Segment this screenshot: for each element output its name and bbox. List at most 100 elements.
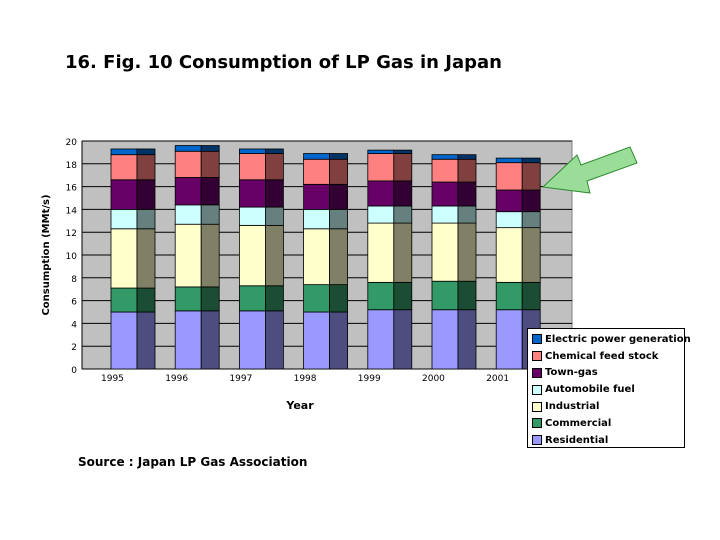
legend-item: Automobile fuel [532, 381, 684, 398]
bar-segment-residential-2000 [431, 309, 459, 370]
bar-side-2001 [521, 157, 541, 164]
x-tick-label: 1997 [229, 374, 252, 384]
legend-swatch [532, 418, 542, 429]
legend-swatch [532, 401, 542, 412]
bar-segment-electric-power-generation-1997 [238, 148, 266, 154]
legend-item: Industrial [532, 398, 684, 415]
bar-side-1995 [136, 154, 156, 181]
bar-segment-industrial-1996 [174, 223, 202, 288]
bar-side-1995 [136, 148, 156, 156]
bar-side-1999 [393, 149, 413, 154]
bar-side-1996 [200, 223, 220, 288]
bar-side-2000 [457, 205, 477, 224]
bar-segment-chemical-feed-stock-2000 [431, 158, 459, 183]
bar-segment-commercial-1995 [110, 287, 138, 313]
x-axis-label: Year [285, 399, 314, 412]
bar-side-1999 [393, 205, 413, 224]
bar-segment-automobile-fuel-1995 [110, 208, 138, 230]
bar-segment-town-gas-2000 [431, 181, 459, 207]
bar-segment-automobile-fuel-1998 [303, 208, 331, 230]
bar-side-1998 [329, 284, 349, 313]
bar-segment-commercial-1998 [303, 284, 331, 313]
bar-segment-automobile-fuel-2000 [431, 205, 459, 224]
bar-segment-town-gas-1995 [110, 179, 138, 210]
chart-legend: Electric power generation Chemical feed s… [527, 328, 691, 449]
legend-label: Industrial [545, 401, 600, 413]
bar-side-1997 [264, 179, 284, 208]
legend-label: Chemical feed stock [545, 350, 659, 362]
y-tick-label: 14 [66, 206, 78, 216]
bar-segment-automobile-fuel-1997 [238, 206, 266, 226]
bar-side-1995 [136, 287, 156, 313]
y-tick-label: 8 [71, 275, 77, 285]
source-note: Source : Japan LP Gas Association [78, 455, 308, 469]
bar-side-1996 [200, 145, 220, 152]
legend-swatch [532, 334, 542, 345]
bar-segment-automobile-fuel-1996 [174, 204, 202, 225]
bar-side-2001 [521, 189, 541, 213]
bar-segment-residential-1998 [303, 311, 331, 370]
bar-segment-commercial-1999 [367, 281, 395, 311]
bar-segment-commercial-2000 [431, 280, 459, 311]
bar-segment-town-gas-1996 [174, 177, 202, 206]
bar-side-1996 [200, 286, 220, 312]
bar-segment-chemical-feed-stock-1996 [174, 150, 202, 178]
bar-side-2000 [457, 154, 477, 160]
bar-side-1997 [264, 148, 284, 154]
bar-segment-industrial-2000 [431, 222, 459, 282]
bar-side-1998 [329, 311, 349, 370]
bar-segment-residential-1995 [110, 311, 138, 370]
y-tick-label: 18 [66, 161, 78, 171]
legend-label: Commercial [545, 417, 612, 429]
bar-side-1997 [264, 224, 284, 287]
legend-item: Chemical feed stock [532, 348, 684, 365]
bar-segment-chemical-feed-stock-1997 [238, 153, 266, 181]
legend-label: Residential [545, 434, 609, 446]
bar-side-1995 [136, 311, 156, 370]
y-tick-label: 16 [66, 184, 78, 194]
x-tick-label: 1999 [358, 374, 381, 384]
bar-segment-industrial-1995 [110, 228, 138, 289]
bar-segment-residential-1999 [367, 309, 395, 370]
bar-segment-electric-power-generation-2001 [495, 157, 523, 164]
x-tick-label: 1995 [101, 374, 124, 384]
y-tick-label: 2 [71, 343, 77, 353]
bar-side-1997 [264, 153, 284, 181]
bar-segment-electric-power-generation-1995 [110, 148, 138, 156]
bar-side-2001 [521, 162, 541, 191]
y-tick-label: 6 [71, 298, 77, 308]
bar-segment-town-gas-2001 [495, 189, 523, 213]
bar-side-1997 [264, 285, 284, 312]
x-tick-label: 2000 [422, 374, 445, 384]
bar-side-1998 [329, 158, 349, 185]
bar-segment-electric-power-generation-1999 [367, 149, 395, 154]
bar-side-1999 [393, 309, 413, 370]
bar-segment-industrial-2001 [495, 227, 523, 283]
bar-side-1998 [329, 228, 349, 286]
bar-side-2001 [521, 281, 541, 311]
bar-segment-electric-power-generation-1998 [303, 153, 331, 160]
bar-side-1998 [329, 208, 349, 230]
bar-segment-chemical-feed-stock-1999 [367, 153, 395, 182]
bar-segment-chemical-feed-stock-1995 [110, 154, 138, 181]
bar-side-1996 [200, 310, 220, 370]
legend-item: Residential [532, 432, 684, 449]
bar-side-1999 [393, 180, 413, 207]
bar-segment-commercial-1997 [238, 285, 266, 312]
bar-segment-electric-power-generation-2000 [431, 154, 459, 160]
legend-swatch [532, 384, 542, 395]
bar-side-1996 [200, 177, 220, 206]
legend-item: Commercial [532, 415, 684, 432]
bar-side-2000 [457, 222, 477, 282]
bar-segment-automobile-fuel-2001 [495, 211, 523, 229]
y-tick-label: 20 [66, 138, 78, 148]
bar-segment-industrial-1999 [367, 222, 395, 283]
bar-side-1999 [393, 222, 413, 283]
y-tick-label: 4 [71, 320, 77, 330]
x-tick-label: 1998 [294, 374, 317, 384]
bar-side-1999 [393, 281, 413, 311]
bar-segment-town-gas-1997 [238, 179, 266, 208]
bar-side-1996 [200, 150, 220, 178]
bar-segment-electric-power-generation-1996 [174, 145, 202, 152]
